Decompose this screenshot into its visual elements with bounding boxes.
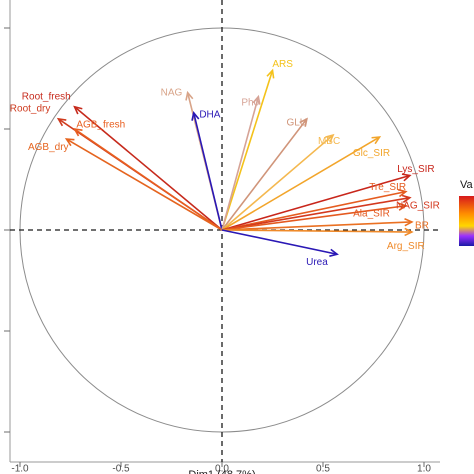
variable-label: NAG_SIR	[396, 200, 440, 211]
arrow-shaft	[221, 190, 406, 231]
variable-arrow-tre-sir	[221, 188, 408, 231]
variable-arrow-br	[221, 218, 414, 231]
arrow-shaft	[192, 112, 223, 231]
variable-arrow-agb-fresh	[73, 127, 223, 231]
arrow-head	[397, 188, 408, 198]
variable-label: NAG	[161, 87, 183, 98]
arrow-head	[56, 117, 67, 127]
variable-arrow-root-fresh	[73, 105, 223, 231]
variable-label: Pho	[241, 97, 259, 108]
arrow-shaft	[221, 196, 410, 231]
arrow-shaft	[221, 134, 334, 231]
arrow-head	[191, 111, 200, 121]
variable-arrow-ala-sir	[221, 202, 408, 231]
variable-arrow-arg-sir	[221, 227, 414, 237]
arrow-head	[299, 117, 308, 127]
variable-arrow-mbc	[221, 133, 335, 231]
arrow-head	[397, 202, 408, 211]
arrow-head	[404, 227, 414, 237]
variable-arrow-glu	[221, 117, 308, 231]
variable-arrow-dha	[191, 111, 223, 231]
x-tick-label: -0.5	[112, 463, 130, 474]
arrow-shaft	[221, 221, 412, 231]
arrow-shaft	[221, 229, 412, 233]
variable-label: Arg_SIR	[387, 241, 425, 252]
arrow-head	[252, 94, 261, 105]
variable-label: AGB_dry	[28, 142, 69, 153]
variable-label: GLU	[286, 118, 307, 129]
variable-arrow-agb-dry	[64, 138, 223, 231]
x-tick-label: 0.0	[215, 463, 229, 474]
variable-arrow-ars	[221, 68, 275, 231]
x-axis-title: Dim1 (48.7%)	[188, 469, 255, 474]
variable-arrow-nag-sir	[221, 194, 412, 231]
variable-label: BR	[415, 221, 429, 232]
variable-label: Ala_SIR	[353, 208, 390, 219]
arrow-head	[325, 133, 335, 143]
variable-label: Lys_SIR	[397, 164, 434, 175]
variable-label: AGB_fresh	[76, 120, 125, 131]
arrow-shaft	[74, 128, 223, 231]
x-tick-label: 0.5	[316, 463, 330, 474]
arrow-shaft	[66, 138, 223, 231]
arrow-shaft	[221, 204, 406, 231]
legend-color-bar	[459, 196, 474, 246]
arrow-head	[404, 218, 414, 227]
variable-arrow-lys-sir	[221, 173, 412, 231]
variable-arrow-pho	[221, 94, 261, 231]
arrow-shaft	[221, 70, 274, 231]
arrow-head	[185, 90, 194, 101]
arrow-head	[371, 136, 382, 145]
arrow-shaft	[221, 136, 380, 231]
x-tick-label: 1.0	[417, 463, 431, 474]
arrow-shaft	[221, 174, 411, 231]
variable-label: MBC	[318, 136, 340, 147]
variable-label: Urea	[306, 257, 328, 268]
variable-label: Glc_SIR	[353, 148, 390, 159]
arrow-head	[329, 248, 339, 257]
x-tick-label: -1.0	[11, 463, 29, 474]
arrow-shaft	[74, 106, 223, 231]
variable-arrow-urea	[221, 229, 339, 257]
arrow-head	[64, 138, 75, 147]
arrow-head	[73, 105, 83, 115]
variable-label: Root_fresh	[22, 91, 71, 102]
variable-label: Root_dry	[10, 103, 51, 114]
arrow-shaft	[221, 96, 260, 231]
variable-label: Tre_SIR	[369, 182, 406, 193]
variable-label: ARS	[272, 59, 293, 70]
arrow-shaft	[221, 118, 308, 231]
arrow-head	[401, 194, 412, 203]
arrow-shaft	[221, 229, 338, 256]
variable-arrow-glc-sir	[221, 136, 382, 231]
variable-label: DHA	[199, 110, 220, 121]
arrow-head	[266, 68, 275, 79]
arrow-head	[401, 173, 412, 182]
legend-title: Va	[460, 179, 474, 191]
arrow-head	[73, 127, 83, 137]
